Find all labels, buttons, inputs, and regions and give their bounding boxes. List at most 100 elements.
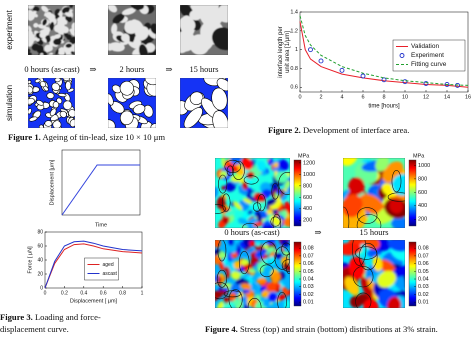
- caption-text: Stress (top) and strain (bottom) distrib…: [240, 324, 438, 334]
- y-tick-label: 1.4: [290, 9, 298, 15]
- blob: [247, 217, 259, 228]
- blob: [33, 13, 38, 18]
- blob: [344, 276, 360, 296]
- x-tick-label: 4: [340, 94, 343, 100]
- image: [180, 5, 228, 55]
- data-point: [423, 81, 429, 86]
- colorbar-tick-label: 200: [303, 218, 312, 224]
- image: [343, 240, 405, 308]
- x-axis-label: time [hours]: [368, 104, 400, 110]
- blob: [143, 104, 154, 118]
- data-point: [455, 82, 460, 88]
- colorbar-tick-label: 0.06: [303, 261, 314, 267]
- image-texture: [343, 240, 405, 308]
- blob: [388, 240, 405, 252]
- map-label: 0 hours (as-cast): [224, 228, 280, 237]
- blob: [224, 266, 229, 272]
- blob: [221, 214, 230, 224]
- colorbar-tick-label: 1000: [418, 163, 430, 169]
- blob: [268, 292, 278, 302]
- blob: [246, 171, 255, 179]
- blob: [273, 162, 279, 167]
- data-line: [61, 164, 140, 216]
- colorbar-tick-label: 0.03: [303, 284, 314, 290]
- blob: [247, 209, 253, 215]
- data-point: [360, 73, 366, 79]
- colorbar-tick-label: 800: [303, 183, 312, 189]
- blob: [256, 277, 267, 284]
- blob: [284, 201, 290, 215]
- contour: [232, 160, 245, 180]
- image: [28, 78, 75, 128]
- blob: [360, 276, 374, 299]
- blob: [211, 87, 228, 111]
- image-texture: [28, 5, 75, 55]
- colorbar-tick-label: 0.05: [303, 269, 314, 275]
- blob: [282, 218, 290, 227]
- contour: [356, 214, 382, 228]
- blob: [69, 119, 75, 128]
- blob: [215, 248, 221, 256]
- image: [180, 78, 228, 128]
- blob: [112, 13, 125, 24]
- time-label: 2 hours: [120, 65, 145, 74]
- blob: [133, 104, 146, 115]
- colorbar-tick-label: 0.06: [418, 261, 429, 267]
- y-tick-label: 60: [37, 243, 43, 249]
- blob: [49, 108, 57, 117]
- contour: [260, 241, 277, 265]
- caption-text: Loading and force-: [35, 312, 101, 322]
- caption-text: Development of interface area.: [303, 125, 409, 135]
- blob: [391, 174, 405, 196]
- blob: [212, 27, 228, 51]
- blob: [218, 260, 225, 271]
- caption: displacement curve.: [0, 324, 69, 334]
- image-texture: [108, 5, 156, 55]
- colorbar-tick-label: 0.02: [418, 292, 429, 298]
- blob: [277, 294, 287, 301]
- blob: [348, 256, 366, 280]
- blob: [111, 84, 122, 94]
- figure-4: 0 hours (as-cast) ⇒ 15 hours Figure 4. S…: [205, 228, 438, 334]
- blob: [268, 158, 274, 166]
- blob: [135, 26, 149, 41]
- blob: [349, 295, 364, 308]
- blob: [33, 22, 39, 28]
- blob: [180, 16, 196, 32]
- blob: [255, 250, 266, 259]
- x-tick-label: 0: [298, 94, 301, 100]
- arrow: ⇒: [165, 65, 172, 74]
- blob: [39, 53, 44, 55]
- image: [108, 78, 156, 128]
- blob: [285, 289, 290, 296]
- legend-marker: [399, 53, 405, 58]
- blob: [257, 201, 266, 209]
- blob: [51, 82, 61, 92]
- colorbar: [408, 241, 417, 307]
- blob: [392, 265, 405, 278]
- blob: [189, 34, 210, 55]
- blob: [130, 5, 145, 10]
- blob: [271, 272, 281, 284]
- blob: [343, 158, 358, 166]
- blob: [70, 51, 75, 55]
- chart: 0 2 4 6 8 10 12 14 16 0.6 0.8 1 1.2 1.4 interface leng…: [278, 9, 471, 109]
- blob: [363, 299, 379, 308]
- blob: [225, 181, 236, 192]
- y-axis-label: unit area [1/μm]: [285, 31, 291, 73]
- blob: [281, 210, 288, 218]
- caption-label: Figure 1.: [8, 132, 41, 142]
- blob: [255, 294, 261, 302]
- blob: [255, 241, 261, 246]
- blob: [199, 5, 224, 28]
- blob: [29, 33, 36, 40]
- colorbar-tick-label: 1000: [303, 172, 315, 178]
- blob: [28, 52, 32, 55]
- blob: [242, 181, 248, 190]
- contour: [247, 298, 262, 308]
- blob: [361, 240, 380, 250]
- contour: [257, 194, 266, 212]
- blob: [256, 261, 268, 269]
- blob: [34, 78, 41, 83]
